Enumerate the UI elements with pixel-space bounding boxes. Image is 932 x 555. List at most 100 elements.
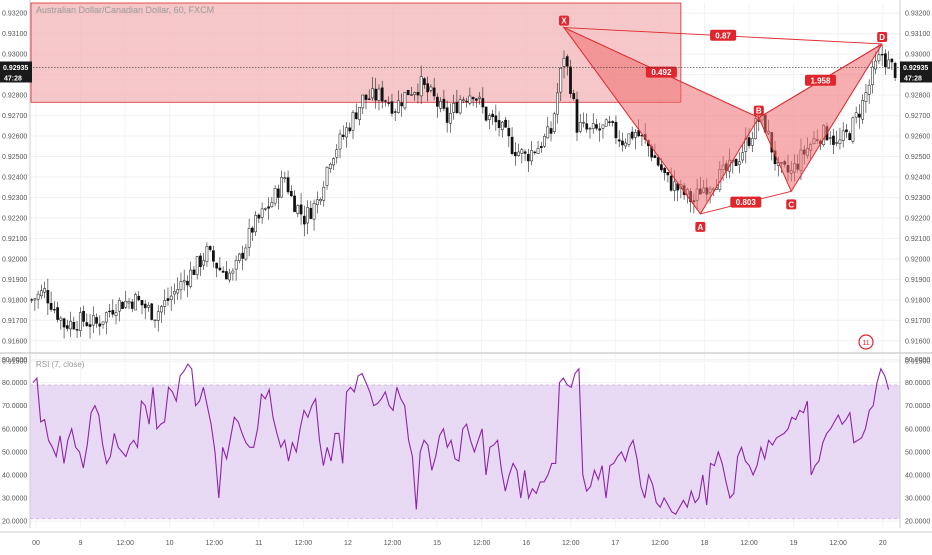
candle-body bbox=[403, 92, 407, 109]
logo-ring bbox=[858, 334, 874, 350]
candle-body bbox=[166, 298, 170, 301]
candle-body bbox=[614, 121, 618, 139]
time-tick: 12:00 bbox=[829, 540, 847, 547]
candle-body bbox=[854, 112, 858, 118]
candle-body bbox=[413, 92, 417, 95]
rsi-tick-right: 80.0000 bbox=[905, 380, 930, 387]
candle-body bbox=[549, 128, 553, 134]
candle-body bbox=[757, 120, 761, 122]
candle-body bbox=[429, 86, 433, 91]
pattern-point-label: B bbox=[756, 107, 762, 116]
candle-body bbox=[78, 312, 82, 331]
candle-body bbox=[140, 300, 144, 306]
candle-body bbox=[436, 96, 439, 107]
candle-body bbox=[319, 199, 322, 202]
pattern-ratio-badge bbox=[730, 196, 762, 208]
price-tick-left: 0.91900 bbox=[2, 277, 27, 284]
candle-body bbox=[465, 100, 468, 103]
price-tick-left: 0.93000 bbox=[2, 52, 27, 59]
candle-body bbox=[134, 294, 137, 311]
candle-body bbox=[82, 310, 85, 322]
candle-body bbox=[741, 152, 744, 161]
candle-body bbox=[182, 280, 186, 283]
candle-body bbox=[98, 323, 102, 327]
candle-body bbox=[559, 67, 563, 93]
candle-body bbox=[423, 78, 426, 85]
rsi-tick-left: 40.0000 bbox=[2, 472, 27, 479]
rsi-tick-right: 60.0000 bbox=[905, 426, 930, 433]
candle-body bbox=[46, 290, 50, 304]
candle-body bbox=[552, 113, 556, 132]
price-tick-left: 0.92600 bbox=[2, 134, 27, 141]
candle-body bbox=[491, 113, 494, 118]
candle-body bbox=[257, 214, 261, 219]
candle-body bbox=[582, 122, 585, 124]
candle-body bbox=[598, 128, 602, 131]
candle-body bbox=[215, 262, 219, 269]
time-tick: 16 bbox=[522, 540, 530, 547]
candle-body bbox=[880, 53, 884, 56]
rsi-tick-right: 70.0000 bbox=[905, 403, 930, 410]
countdown-label-right: 47:28 bbox=[904, 75, 922, 82]
candle-body bbox=[510, 136, 514, 154]
candle-body bbox=[56, 307, 59, 320]
candle-body bbox=[406, 89, 410, 96]
candle-body bbox=[202, 260, 206, 266]
rsi-tick-left: 90.0000 bbox=[2, 357, 27, 364]
pattern-point-label: A bbox=[697, 223, 703, 232]
candle-body bbox=[520, 149, 524, 154]
candle-body bbox=[348, 127, 352, 132]
candle-body bbox=[156, 311, 160, 321]
rsi-tick-left: 30.0000 bbox=[2, 496, 27, 503]
pattern-point-badge bbox=[559, 15, 570, 26]
candle-body bbox=[504, 119, 507, 128]
candle-body bbox=[630, 131, 634, 139]
candle-body bbox=[572, 93, 576, 99]
candle-body bbox=[439, 100, 443, 109]
price-tick-left: 0.91700 bbox=[2, 318, 27, 325]
candle-body bbox=[458, 99, 462, 114]
candle-body bbox=[351, 112, 355, 131]
candle-body bbox=[890, 58, 894, 63]
candle-body bbox=[160, 306, 163, 313]
candle-body bbox=[621, 140, 624, 146]
candle-body bbox=[335, 149, 339, 158]
candle-body bbox=[260, 208, 264, 218]
candle-body bbox=[543, 135, 546, 147]
candle-body bbox=[176, 289, 180, 294]
pattern-ratio-badge bbox=[710, 29, 737, 41]
candle-body bbox=[851, 117, 855, 142]
candle-body bbox=[539, 146, 543, 148]
candle-body bbox=[666, 171, 670, 176]
price-tick-right: 0.91500 bbox=[905, 359, 930, 366]
candle-body bbox=[147, 305, 150, 308]
candle-body bbox=[111, 310, 115, 315]
time-tick: 20 bbox=[879, 540, 887, 547]
candle-body bbox=[637, 130, 641, 137]
candle-body bbox=[332, 158, 335, 166]
candle-body bbox=[104, 312, 108, 323]
rsi-tick-right: 20.0000 bbox=[905, 519, 930, 526]
candle-body bbox=[75, 329, 79, 331]
pattern-ratio-badge bbox=[645, 66, 677, 78]
candle-body bbox=[293, 195, 296, 213]
candle-body bbox=[601, 124, 605, 129]
candle-body bbox=[374, 88, 378, 101]
rsi-title: RSI (7, close) bbox=[36, 360, 85, 369]
candle-body bbox=[387, 102, 391, 104]
candle-body bbox=[315, 199, 319, 205]
countdown-box-left bbox=[0, 72, 32, 83]
candle-body bbox=[513, 152, 517, 157]
candle-body bbox=[591, 123, 595, 129]
candle-body bbox=[72, 322, 76, 330]
price-tick-right: 0.93100 bbox=[905, 31, 930, 38]
candle-body bbox=[228, 272, 231, 281]
candle-body bbox=[546, 126, 550, 139]
candle-body bbox=[273, 188, 277, 204]
rsi-line bbox=[32, 363, 890, 515]
candle-body bbox=[143, 303, 147, 309]
candle-body bbox=[845, 129, 848, 133]
price-tick-left: 0.92800 bbox=[2, 93, 27, 100]
candle-body bbox=[127, 301, 131, 304]
